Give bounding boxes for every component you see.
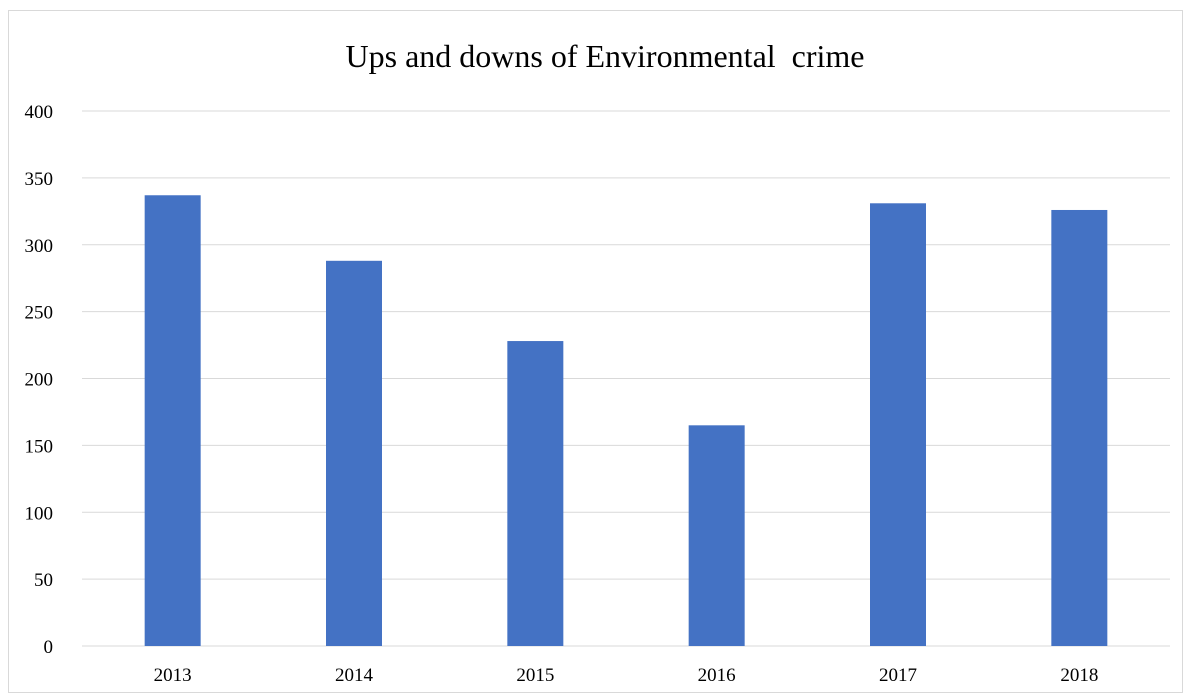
chart-title: Ups and downs of Environmental crime <box>346 38 865 74</box>
gridlines <box>82 110 1170 647</box>
y-tick-label: 50 <box>34 570 53 591</box>
x-tick-label: 2018 <box>1060 665 1098 686</box>
y-tick-label: 100 <box>25 503 54 524</box>
x-tick-label: 2015 <box>516 665 554 686</box>
y-tick-label: 350 <box>25 169 54 190</box>
y-tick-label: 250 <box>25 303 54 324</box>
y-tick-label: 150 <box>25 436 54 457</box>
y-tick-label: 300 <box>25 236 54 257</box>
y-tick-label: 400 <box>25 102 54 123</box>
x-tick-label: 2013 <box>154 665 192 686</box>
x-axis-tick-labels: 2013 2014 2015 2016 2017 2018 <box>154 665 1099 686</box>
bar-2017 <box>870 203 926 646</box>
bars <box>144 195 1108 646</box>
bar-2016 <box>688 425 745 646</box>
x-tick-label: 2014 <box>335 665 374 686</box>
bar-2015 <box>507 341 564 646</box>
bar-2014 <box>326 260 382 646</box>
x-tick-label: 2016 <box>698 665 736 686</box>
x-tick-label: 2017 <box>879 665 917 686</box>
bar-2018 <box>1051 209 1108 646</box>
y-tick-label: 200 <box>25 370 54 391</box>
y-tick-label: 0 <box>44 637 54 658</box>
bar-2013 <box>144 195 201 646</box>
y-axis-tick-labels: 0 50 100 150 200 250 300 350 400 <box>25 102 54 658</box>
